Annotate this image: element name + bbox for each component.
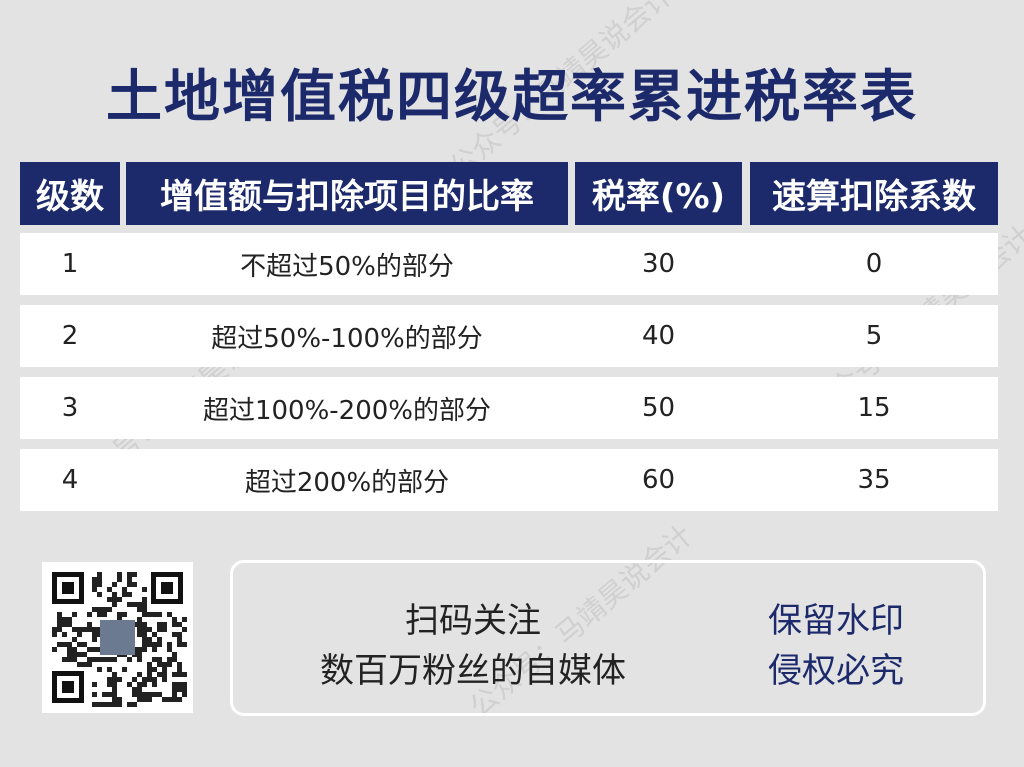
page-title: 土地增值税四级超率累进税率表 [106, 65, 918, 130]
cell-deduction: 5 [865, 321, 883, 351]
table-row: 1 不超过50%的部分 30 0 [20, 233, 998, 295]
cell-rate: 40 [641, 321, 676, 351]
follow-banner: 扫码关注 数百万粉丝的自媒体 保留水印 侵权必究 [230, 560, 986, 716]
table-row: 4 超过200%的部分 60 35 [20, 449, 998, 511]
cell-rate: 30 [641, 249, 676, 279]
cell-deduction: 15 [857, 393, 891, 423]
cell-level: 2 [61, 321, 79, 351]
header-rate: 税率(%) [575, 162, 742, 225]
header-ratio: 增值额与扣除项目的比率 [126, 162, 568, 225]
table-row: 2 超过50%-100%的部分 40 5 [20, 305, 998, 367]
cell-level: 1 [61, 249, 79, 279]
cell-deduction: 35 [857, 465, 891, 495]
header-deduction: 速算扣除系数 [750, 162, 998, 225]
cell-rate: 50 [641, 393, 676, 423]
avatar [100, 620, 135, 655]
table-row: 3 超过100%-200%的部分 50 15 [20, 377, 998, 439]
cell-level: 4 [61, 465, 79, 495]
cell-rate: 60 [641, 465, 676, 495]
follow-text: 扫码关注 [405, 601, 541, 641]
cell-ratio: 超过50%-100%的部分 [211, 323, 483, 354]
header-level: 级数 [20, 162, 120, 225]
qr-code-icon [52, 572, 187, 707]
cell-ratio: 超过200%的部分 [244, 467, 450, 498]
cell-level: 3 [61, 393, 79, 423]
cell-deduction: 0 [865, 249, 883, 279]
follow-subtext: 数百万粉丝的自媒体 [320, 651, 626, 691]
watermark-notice: 保留水印 [768, 601, 904, 641]
cell-ratio: 超过100%-200%的部分 [202, 395, 492, 426]
qr-code[interactable] [42, 562, 193, 713]
cell-ratio: 不超过50%的部分 [240, 251, 454, 282]
copyright-notice: 侵权必究 [768, 651, 904, 691]
